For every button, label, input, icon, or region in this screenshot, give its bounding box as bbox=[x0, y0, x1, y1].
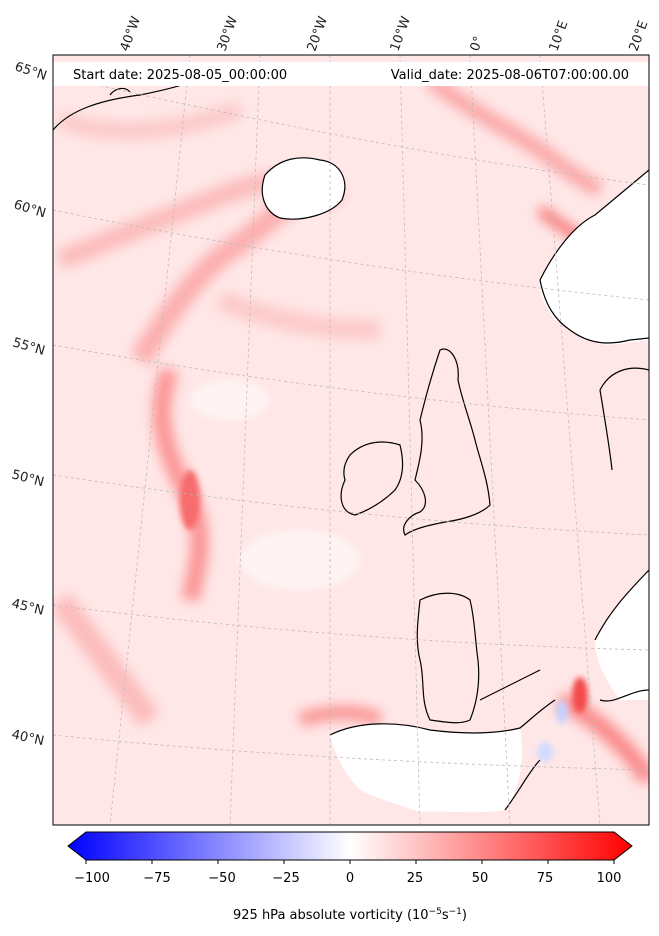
colorbar-tick-label: −100 bbox=[74, 871, 110, 886]
longitude-labels: 40°W 30°W 20°W 10°W 0° 10°E 20°E bbox=[118, 14, 652, 53]
start-date-label: Start date: 2025-08-05_00:00:00 bbox=[73, 68, 287, 83]
colorbar-tick-label: −50 bbox=[208, 871, 235, 886]
lon-label: 10°W bbox=[388, 14, 414, 53]
colorbar-tick-label: −75 bbox=[143, 871, 170, 886]
colorbar: −100 −75 −50 −25 0 25 50 75 100 925 hPa … bbox=[67, 831, 633, 923]
colorbar-tick-label: 75 bbox=[537, 871, 554, 886]
lat-label: 60°N bbox=[12, 197, 48, 221]
lat-label: 50°N bbox=[10, 467, 46, 490]
lat-label: 65°N bbox=[13, 60, 49, 84]
lon-label: 40°W bbox=[118, 14, 144, 53]
colorbar-tick-label: −25 bbox=[272, 871, 299, 886]
vorticity-field bbox=[53, 55, 649, 825]
colorbar-title: 925 hPa absolute vorticity (10−5s−1) bbox=[233, 907, 467, 923]
lon-label: 30°W bbox=[215, 14, 241, 53]
lat-label: 40°N bbox=[10, 727, 45, 749]
valid-date-label: Valid_date: 2025-08-06T07:00:00.00 bbox=[391, 68, 629, 83]
colorbar-gradient bbox=[67, 831, 633, 861]
lon-label: 10°E bbox=[547, 19, 572, 54]
graticule bbox=[53, 55, 649, 825]
map-frame bbox=[52, 54, 650, 826]
lon-label: 20°W bbox=[305, 14, 331, 53]
colorbar-tick-label: 0 bbox=[346, 871, 354, 886]
lat-label: 45°N bbox=[10, 596, 45, 618]
latitude-labels: 65°N 60°N 55°N 50°N 45°N 40°N bbox=[10, 60, 49, 750]
colorbar-tick-label: 100 bbox=[597, 871, 622, 886]
coastlines bbox=[53, 79, 649, 811]
colorbar-tick-label: 50 bbox=[472, 871, 489, 886]
lon-label: 20°E bbox=[627, 19, 652, 54]
colorbar-tick-label: 25 bbox=[407, 871, 424, 886]
lat-label: 55°N bbox=[11, 335, 47, 358]
colorbar-tick-marks bbox=[85, 860, 615, 864]
lon-label: 0° bbox=[468, 34, 487, 53]
